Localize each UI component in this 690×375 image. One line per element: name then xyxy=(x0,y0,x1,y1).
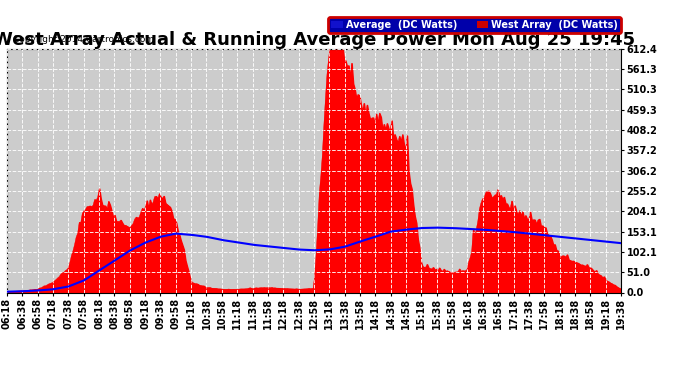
Legend: Average  (DC Watts), West Array  (DC Watts): Average (DC Watts), West Array (DC Watts… xyxy=(328,17,621,33)
Title: West Array Actual & Running Average Power Mon Aug 25 19:45: West Array Actual & Running Average Powe… xyxy=(0,31,635,49)
Text: Copyright 2014 Cartronics.com: Copyright 2014 Cartronics.com xyxy=(13,35,154,44)
